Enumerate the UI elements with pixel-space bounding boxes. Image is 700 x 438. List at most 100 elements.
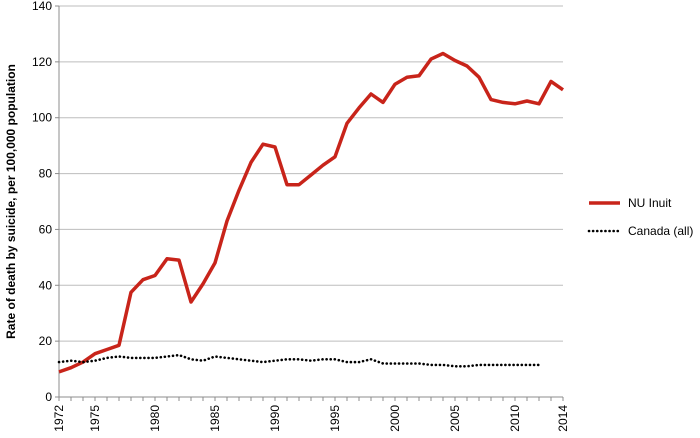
data-point — [514, 103, 516, 105]
data-point — [154, 275, 156, 277]
data-point — [430, 58, 432, 60]
data-point — [82, 361, 84, 363]
data-point — [154, 357, 156, 359]
data-point — [502, 364, 504, 366]
data-point — [478, 364, 480, 366]
data-point — [538, 103, 540, 105]
gridlines — [59, 5, 563, 342]
x-tick-label: 1975 — [88, 405, 102, 432]
data-point — [490, 364, 492, 366]
data-point — [538, 364, 540, 366]
data-point — [202, 283, 204, 285]
data-point — [406, 76, 408, 78]
y-tick-label: 20 — [39, 334, 53, 348]
data-point — [490, 99, 492, 101]
data-point — [274, 360, 276, 362]
data-point — [106, 357, 108, 359]
y-axis-title: Rate of death by suicide, per 100,000 po… — [4, 64, 18, 339]
y-tick-label: 100 — [32, 111, 52, 125]
data-point — [298, 184, 300, 186]
data-point — [286, 358, 288, 360]
data-point — [478, 76, 480, 78]
data-point — [322, 164, 324, 166]
data-point — [286, 184, 288, 186]
data-point — [502, 101, 504, 103]
data-point — [94, 360, 96, 362]
y-tick-label: 140 — [32, 0, 52, 13]
data-point — [514, 364, 516, 366]
data-point — [358, 107, 360, 109]
data-point — [526, 100, 528, 102]
series-line-2 — [57, 353, 541, 368]
data-point — [214, 356, 216, 358]
data-point — [370, 358, 372, 360]
x-tick-label: 2000 — [388, 405, 402, 432]
data-point — [454, 59, 456, 61]
data-point — [142, 357, 144, 359]
data-point — [178, 259, 180, 261]
legend-label: Canada (all) — [628, 224, 693, 238]
data-point — [298, 358, 300, 360]
x-tick-label: 1990 — [268, 405, 282, 432]
data-point — [130, 291, 132, 293]
data-point — [310, 174, 312, 176]
data-point — [418, 75, 420, 77]
data-point — [334, 156, 336, 158]
x-tick-label: 1985 — [208, 405, 222, 432]
x-tick-label: 1995 — [328, 405, 342, 432]
data-point — [58, 371, 60, 373]
data-point — [178, 354, 180, 356]
data-point — [226, 357, 228, 359]
x-tick-label: 1972 — [52, 405, 66, 432]
legend: NU Inuit Canada (all) — [587, 196, 693, 238]
data-point — [250, 161, 252, 163]
data-point — [454, 365, 456, 367]
data-point — [166, 356, 168, 358]
data-point — [394, 362, 396, 364]
data-point — [442, 52, 444, 54]
data-point — [238, 358, 240, 360]
data-point — [202, 360, 204, 362]
data-point — [526, 364, 528, 366]
data-point — [442, 364, 444, 366]
data-point — [250, 360, 252, 362]
x-axis-ticks: 1972 1975 1980 1985 1990 1995 2000 2005 2010 2014 — [52, 397, 570, 432]
data-point — [370, 93, 372, 95]
legend-label: NU Inuit — [628, 196, 672, 210]
y-axis-ticks: 0 20 40 60 80 100 120 140 — [32, 0, 59, 404]
data-point — [190, 358, 192, 360]
data-point — [334, 358, 336, 360]
data-point — [466, 65, 468, 67]
x-tick-label: 2010 — [508, 405, 522, 432]
data-point — [346, 361, 348, 363]
data-point — [274, 146, 276, 148]
data-point — [418, 362, 420, 364]
data-point — [142, 279, 144, 281]
data-point — [214, 262, 216, 264]
data-point — [550, 80, 552, 82]
x-tick-label: 2005 — [448, 405, 462, 432]
data-point — [166, 258, 168, 260]
data-point — [118, 356, 120, 358]
data-point — [562, 89, 564, 91]
data-point — [118, 344, 120, 346]
data-point — [346, 122, 348, 124]
data-point — [310, 360, 312, 362]
data-point — [130, 357, 132, 359]
data-point — [190, 301, 192, 303]
data-point — [394, 83, 396, 85]
data-point — [322, 358, 324, 360]
data-point — [358, 361, 360, 363]
data-point — [382, 101, 384, 103]
data-point — [94, 353, 96, 355]
data-point — [106, 349, 108, 351]
series-line-1 — [58, 51, 565, 374]
y-tick-label: 0 — [45, 390, 52, 404]
data-point — [262, 143, 264, 145]
y-tick-label: 80 — [39, 167, 53, 181]
x-tick-label: 1980 — [148, 405, 162, 432]
data-point — [382, 362, 384, 364]
y-tick-label: 120 — [32, 55, 52, 69]
data-point — [466, 365, 468, 367]
